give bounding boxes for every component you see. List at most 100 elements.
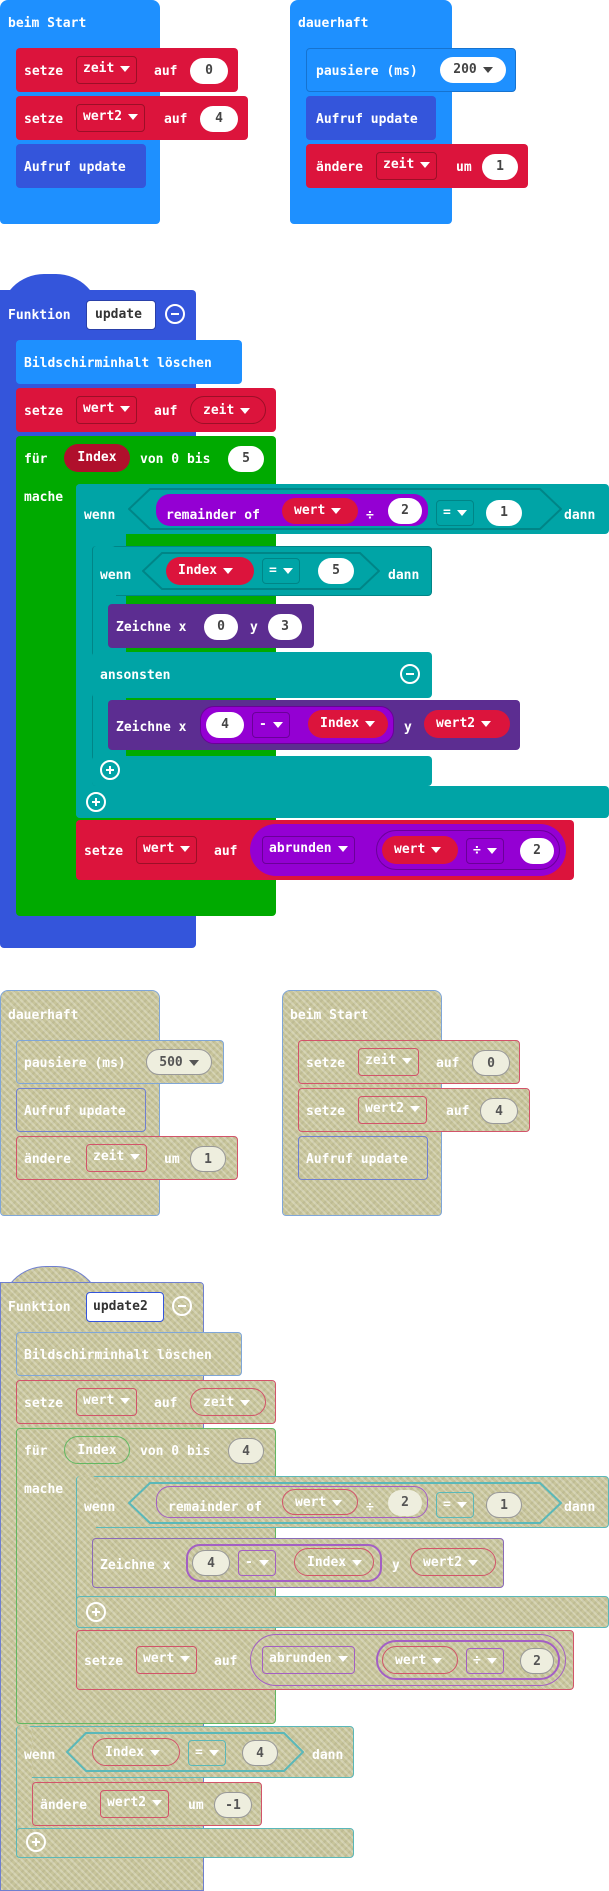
math-function-dropdown[interactable]: abrunden	[262, 836, 355, 864]
remainder-block[interactable]	[156, 1486, 428, 1518]
minuend-input[interactable]: 4	[206, 712, 244, 738]
by-keyword: um	[164, 1152, 180, 1167]
if-keyword: wenn	[24, 1748, 56, 1763]
compare-value-input[interactable]: 4	[242, 1740, 278, 1766]
value-input[interactable]: 1	[482, 154, 518, 180]
value-input[interactable]: 1	[190, 1146, 226, 1172]
variable-dropdown-zeit[interactable]: zeit	[358, 1048, 420, 1076]
if-block-2[interactable]	[16, 1726, 354, 1778]
variable-dropdown-wert[interactable]: wert	[76, 1388, 138, 1416]
chevron-down-icon	[240, 1399, 251, 1406]
call-update-block[interactable]	[16, 144, 146, 188]
clear-label: Bildschirminhalt löschen	[24, 1348, 212, 1363]
divisor-input[interactable]: 2	[520, 838, 554, 864]
remainder-label: remainder of	[168, 1500, 262, 1515]
variable-dropdown-wert2[interactable]: wert2	[358, 1096, 428, 1124]
y-input[interactable]: 3	[268, 614, 302, 640]
chevron-down-icon	[282, 567, 293, 574]
pause-ms-dropdown[interactable]: 500	[146, 1049, 212, 1075]
variable-reporter-wert[interactable]: wert	[382, 1646, 458, 1674]
math-function-dropdown[interactable]: abrunden	[262, 1646, 355, 1674]
operator-dropdown[interactable]: =	[436, 500, 474, 526]
clear-screen-block[interactable]	[16, 1332, 242, 1376]
pause-label: pausiere (ms)	[24, 1056, 126, 1071]
index-variable[interactable]: Index	[64, 444, 130, 472]
x-input[interactable]: 0	[204, 614, 238, 640]
variable-dropdown-wert[interactable]: wert	[76, 396, 138, 424]
else-row	[92, 652, 432, 698]
variable-dropdown-wert[interactable]: wert	[136, 1646, 198, 1674]
operator-dropdown[interactable]: -	[252, 712, 290, 738]
set-keyword: setze	[84, 1654, 124, 1669]
variable-dropdown-wert2[interactable]: wert2	[100, 1790, 170, 1818]
operator-dropdown[interactable]: =	[262, 558, 300, 584]
set-keyword: setze	[306, 1056, 346, 1071]
chevron-down-icon	[240, 407, 251, 414]
remove-else-icon[interactable]	[400, 664, 420, 684]
clear-screen-block[interactable]	[16, 340, 242, 384]
variable-reporter-wert2[interactable]: wert2	[410, 1548, 496, 1576]
variable-reporter-index[interactable]: Index	[92, 1738, 180, 1766]
subtract-block[interactable]	[186, 1544, 382, 1582]
collapse-icon[interactable]	[165, 304, 185, 324]
variable-dropdown-zeit[interactable]: zeit	[76, 56, 138, 84]
operator-dropdown[interactable]: =	[188, 1740, 226, 1766]
add-branch-icon[interactable]	[26, 1832, 46, 1852]
add-branch-icon[interactable]	[86, 1602, 106, 1622]
call-update-block[interactable]	[16, 1088, 146, 1132]
value-input[interactable]: 4	[480, 1098, 518, 1124]
by-keyword: um	[456, 160, 472, 175]
variable-reporter-zeit[interactable]: zeit	[190, 1388, 266, 1416]
operator-dropdown[interactable]: =	[436, 1492, 474, 1518]
function-name-field[interactable]: update	[86, 300, 156, 330]
variable-reporter-index[interactable]: Index	[308, 710, 388, 738]
variable-dropdown-wert[interactable]: wert	[136, 836, 198, 864]
variable-reporter-wert[interactable]: wert	[382, 836, 458, 864]
operator-dropdown[interactable]: ÷	[466, 1648, 504, 1674]
variable-reporter-zeit[interactable]: zeit	[190, 396, 266, 424]
chevron-down-icon	[482, 66, 493, 73]
index-variable[interactable]: Index	[64, 1436, 130, 1464]
variable-reporter-wert[interactable]: wert	[282, 498, 358, 524]
forever-title: dauerhaft	[8, 1008, 79, 1023]
pause-ms-dropdown[interactable]: 200	[440, 57, 506, 83]
minuend-input[interactable]: 4	[192, 1550, 230, 1576]
floor-block[interactable]	[250, 1634, 566, 1686]
call-update-block[interactable]	[306, 96, 436, 140]
call-update-block[interactable]	[298, 1136, 428, 1180]
operator-dropdown[interactable]: -	[238, 1550, 276, 1576]
compare-value-input[interactable]: 5	[318, 558, 354, 584]
comparison-hex[interactable]	[128, 1482, 562, 1524]
value-input[interactable]: 0	[472, 1050, 510, 1076]
max-input[interactable]: 5	[228, 446, 264, 472]
variable-reporter-index[interactable]: Index	[294, 1548, 374, 1576]
divisor-input[interactable]: 2	[388, 1490, 422, 1516]
collapse-icon[interactable]	[172, 1296, 192, 1316]
variable-dropdown-zeit[interactable]: zeit	[86, 1144, 148, 1172]
comparison-hex[interactable]	[66, 1732, 304, 1772]
variable-dropdown-zeit[interactable]: zeit	[376, 152, 438, 180]
value-input[interactable]: 0	[190, 58, 228, 84]
variable-reporter-wert2[interactable]: wert2	[424, 710, 510, 738]
compare-value-input[interactable]: 1	[486, 500, 522, 526]
compare-value-input[interactable]: 1	[486, 1492, 522, 1518]
if-block-1-foot	[76, 786, 609, 818]
variable-reporter-wert[interactable]: wert	[282, 1489, 358, 1515]
add-branch-icon[interactable]	[86, 792, 106, 812]
variable-dropdown-wert2[interactable]: wert2	[76, 104, 146, 132]
variable-reporter-index[interactable]: Index	[166, 557, 254, 585]
divisor-input[interactable]: 2	[388, 498, 422, 524]
function-keyword: Funktion	[8, 1300, 71, 1315]
add-branch-icon[interactable]	[100, 760, 120, 780]
max-input[interactable]: 4	[228, 1438, 264, 1464]
pause-label: pausiere (ms)	[316, 64, 418, 79]
pause-block[interactable]	[306, 48, 516, 92]
divide-block[interactable]	[376, 1640, 560, 1680]
divisor-input[interactable]: 2	[520, 1648, 554, 1674]
operator-dropdown[interactable]: ÷	[466, 838, 504, 864]
function-name-field[interactable]: update2	[86, 1292, 164, 1322]
by-keyword: um	[188, 1798, 204, 1813]
value-input[interactable]: -1	[214, 1792, 252, 1818]
chevron-down-icon	[410, 1105, 421, 1112]
value-input[interactable]: 4	[200, 106, 238, 132]
